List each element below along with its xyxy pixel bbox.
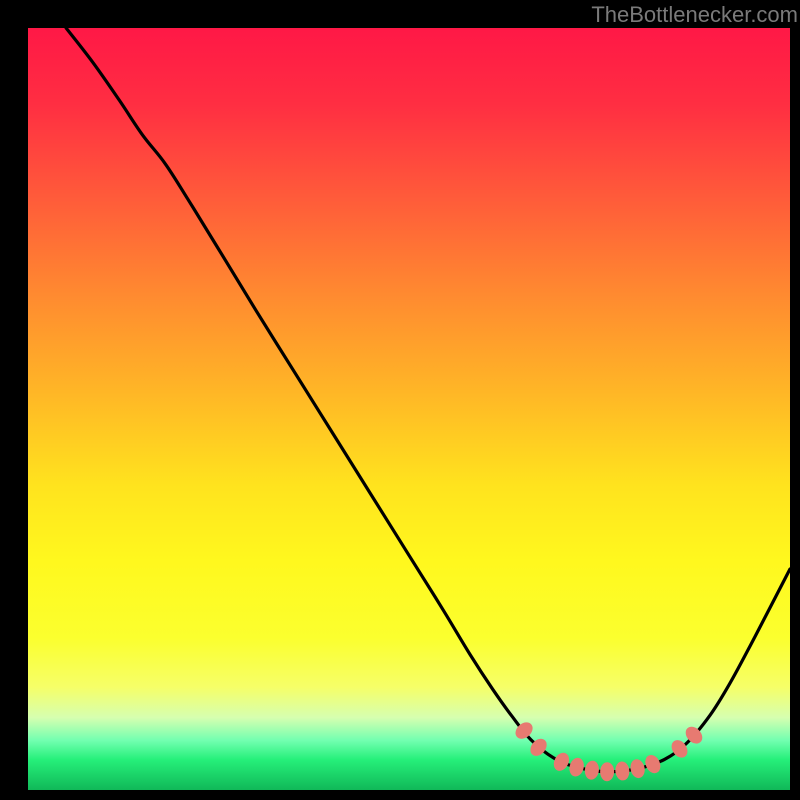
plot-area bbox=[28, 28, 790, 790]
marker-group bbox=[513, 720, 705, 781]
bottleneck-curve bbox=[66, 28, 790, 772]
curve-marker bbox=[568, 757, 585, 778]
curve-marker bbox=[584, 760, 600, 780]
curve-marker bbox=[643, 753, 662, 775]
curve-marker bbox=[600, 763, 613, 781]
curve-marker bbox=[551, 751, 571, 773]
chart-svg bbox=[28, 28, 790, 790]
curve-marker bbox=[629, 758, 646, 778]
attribution-label: TheBottlenecker.com bbox=[591, 2, 798, 28]
curve-marker bbox=[615, 761, 630, 780]
